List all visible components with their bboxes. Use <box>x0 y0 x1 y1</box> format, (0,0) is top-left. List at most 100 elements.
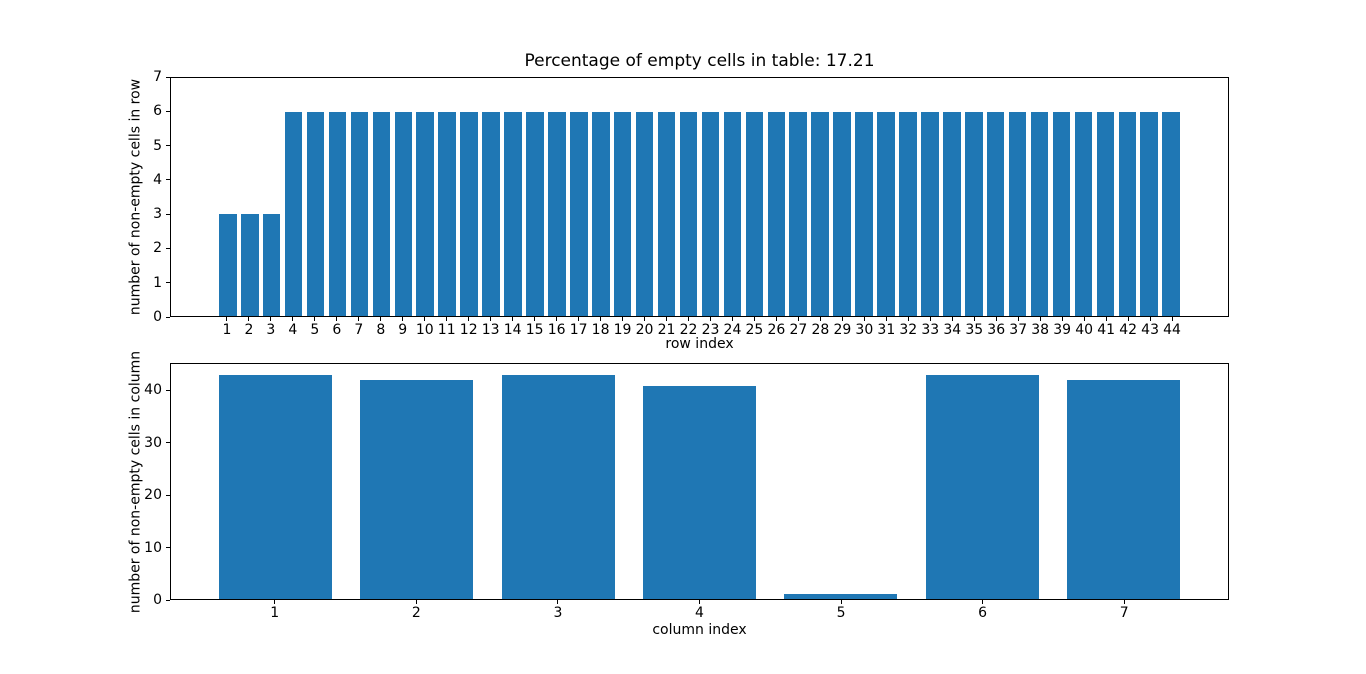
y-tick-mark <box>166 547 170 549</box>
y-tick-mark <box>166 442 170 444</box>
bar <box>1008 112 1027 316</box>
x-tick-mark <box>863 317 865 321</box>
x-tick-label: 39 <box>1053 322 1072 338</box>
x-tick-label: 10 <box>415 322 434 338</box>
y-tick-mark <box>166 494 170 496</box>
x-tick-label: 25 <box>745 322 764 338</box>
bar <box>394 112 413 316</box>
y-axis-ticks: 0 1 2 3 4 5 6 7 <box>110 70 170 324</box>
x-tick-mark <box>292 317 294 321</box>
x-tick-mark <box>1061 317 1063 321</box>
x-tick-label: 1 <box>222 322 232 338</box>
bar <box>504 112 522 316</box>
chart-rows: Percentage of empty cells in table: 17.2… <box>128 51 1229 351</box>
x-tick-label: 20 <box>635 322 654 338</box>
x-tick-label: 32 <box>899 322 918 338</box>
bar <box>284 112 303 316</box>
bar <box>240 214 259 316</box>
y-tick-mark <box>166 282 170 284</box>
x-tick-mark <box>1017 317 1019 321</box>
bar <box>548 112 566 316</box>
bar <box>501 375 615 599</box>
x-tick-mark <box>274 600 276 604</box>
x-tick-mark <box>314 317 316 321</box>
bar <box>811 112 829 316</box>
y-tick-mark <box>166 76 170 78</box>
bar <box>1030 112 1049 316</box>
x-tick-mark <box>644 317 646 321</box>
x-tick-mark <box>731 317 733 321</box>
x-tick-label: 5 <box>836 605 846 621</box>
bar <box>701 112 720 316</box>
x-tick-mark <box>1083 317 1085 321</box>
y-tick-label: 2 <box>153 240 162 257</box>
x-tick-label: 12 <box>459 322 478 338</box>
bar <box>1118 112 1137 316</box>
x-tick-mark <box>775 317 777 321</box>
x-tick-label: 33 <box>921 322 940 338</box>
bar <box>350 112 369 316</box>
x-tick-mark <box>841 317 843 321</box>
bar <box>921 112 939 316</box>
y-tick-label: 0 <box>153 592 162 608</box>
bar <box>833 112 851 316</box>
x-tick-mark <box>951 317 953 321</box>
x-tick-label: 6 <box>332 322 342 338</box>
x-tick-mark <box>753 317 755 321</box>
y-tick-label: 3 <box>153 206 162 223</box>
y-tick-label: 4 <box>153 171 162 188</box>
x-tick-mark <box>1039 317 1041 321</box>
bar <box>1074 112 1093 316</box>
bar <box>1066 380 1180 599</box>
bar <box>899 112 917 316</box>
y-tick-label: 40 <box>144 382 162 399</box>
x-tick-mark <box>688 317 689 321</box>
bar <box>767 112 786 316</box>
y-tick-mark <box>166 145 170 147</box>
x-tick-mark <box>512 317 514 321</box>
bar <box>642 385 757 599</box>
y-tick-mark <box>166 389 170 391</box>
x-tick-mark <box>622 317 624 321</box>
bar <box>635 112 654 316</box>
x-tick-mark <box>1127 317 1129 321</box>
bar <box>613 112 632 316</box>
x-axis-ticks: 1 2 3 4 5 6 7 8 9 10 11 12 13 14 15 16 17 18 19 20 21 22 23 24 2… <box>170 317 1229 341</box>
x-tick-mark <box>699 600 700 604</box>
x-tick-mark <box>929 317 931 321</box>
x-tick-mark <box>666 317 668 321</box>
x-tick-label: 1 <box>270 605 280 621</box>
x-tick-label: 37 <box>1009 322 1028 338</box>
y-tick-label: 0 <box>153 309 162 325</box>
x-tick-label: 23 <box>701 322 720 338</box>
bar <box>964 112 983 316</box>
x-tick-mark <box>415 600 417 604</box>
x-tick-label: 31 <box>877 322 896 338</box>
x-tick-mark <box>380 317 382 321</box>
x-tick-label: 16 <box>547 322 566 338</box>
bar <box>526 112 544 316</box>
bar <box>372 112 391 316</box>
bar <box>679 112 698 316</box>
x-tick-mark <box>797 317 799 321</box>
y-tick-mark <box>166 316 170 318</box>
x-tick-label: 7 <box>354 322 364 338</box>
bar <box>262 214 281 316</box>
y-tick-mark <box>166 213 170 215</box>
x-tick-label: 24 <box>723 322 742 338</box>
x-tick-mark <box>600 317 602 321</box>
y-tick-mark <box>166 247 170 249</box>
bar <box>438 112 456 316</box>
bar <box>360 380 474 599</box>
chart-title: Percentage of empty cells in table: 17.2… <box>524 51 875 71</box>
x-axis-label: column index <box>652 622 747 638</box>
x-tick-mark <box>995 317 997 321</box>
y-tick-label: 30 <box>144 434 162 451</box>
x-tick-label: 4 <box>288 322 298 338</box>
x-tick-label: 26 <box>767 322 786 338</box>
x-tick-label: 22 <box>679 322 698 338</box>
x-tick-label: 13 <box>481 322 500 338</box>
y-tick-label: 10 <box>144 539 162 556</box>
x-tick-label: 19 <box>613 322 632 338</box>
